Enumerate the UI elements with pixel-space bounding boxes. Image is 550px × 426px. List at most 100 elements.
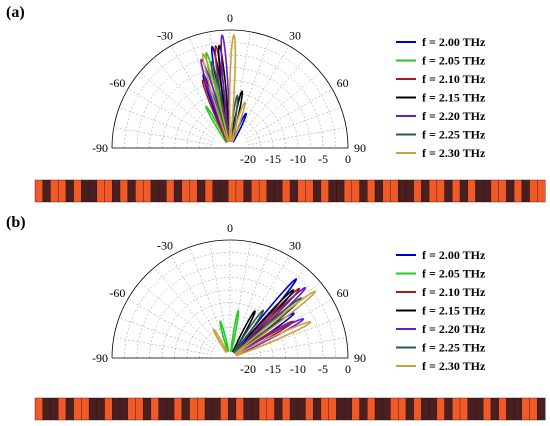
- stripe-cell: [320, 179, 330, 203]
- stripe-cell: [96, 397, 106, 421]
- stripe-cell: [50, 397, 59, 421]
- legend-entry: f = 2.15 THz: [422, 304, 486, 318]
- angular-tick-label: -30: [157, 238, 173, 252]
- pattern-lobe-2-20: [220, 34, 231, 142]
- grid-spoke: [170, 45, 222, 133]
- grid-spoke: [113, 127, 213, 146]
- legend-entry: f = 2.30 THz: [422, 359, 486, 373]
- angular-tick-label: -30: [157, 28, 173, 42]
- stripe-cell: [336, 397, 345, 421]
- legend-entry: f = 2.10 THz: [422, 72, 486, 86]
- stripe-cell: [266, 397, 276, 421]
- stripe-cell: [166, 397, 175, 421]
- stripe-cell: [88, 397, 98, 421]
- stripe-cell: [529, 179, 538, 203]
- radial-tick-label: -5: [318, 152, 328, 166]
- stripe-cell: [336, 179, 345, 203]
- stripe-cell: [382, 397, 391, 421]
- stripe-cell: [390, 179, 399, 203]
- radial-tick-label: 0: [345, 362, 351, 376]
- radial-tick-label: -15: [265, 362, 281, 376]
- grid-ring: [136, 264, 324, 359]
- angular-tick-label: 0: [227, 11, 233, 25]
- grid-spoke: [139, 281, 217, 347]
- grid-spoke: [238, 45, 290, 133]
- grid-spoke: [246, 107, 341, 143]
- stripe-cell: [328, 397, 337, 421]
- stripe-cell: [204, 179, 214, 203]
- stripe-cell: [436, 397, 446, 421]
- stripe-cell: [537, 179, 546, 203]
- stripe-cell: [150, 397, 160, 421]
- stripe-cell: [312, 179, 322, 203]
- stripe-cell: [197, 179, 206, 203]
- stripe-cell: [305, 179, 314, 203]
- legend-entry: f = 2.00 THz: [422, 35, 486, 49]
- stripe-cell: [282, 397, 291, 421]
- angular-tick-label: -90: [92, 351, 108, 365]
- stripe-cell: [390, 397, 399, 421]
- angular-tick-label: 0: [227, 221, 233, 235]
- pattern-lobe-2-15: [217, 44, 231, 142]
- radial-tick-label: -10: [290, 362, 306, 376]
- stripe-cell: [135, 179, 144, 203]
- stripe-cell: [88, 179, 98, 203]
- grid-spoke: [189, 247, 225, 342]
- stripe-cell: [467, 397, 476, 421]
- stripe-cell: [42, 179, 51, 203]
- polar-grid: [111, 239, 349, 359]
- angular-tick-label: -90: [92, 141, 108, 155]
- grid-ring: [174, 92, 286, 149]
- stripe-cell: [289, 179, 299, 203]
- stripe-cell: [220, 179, 229, 203]
- angular-tick-label: -60: [109, 76, 125, 90]
- stripe-cell: [498, 397, 507, 421]
- grid-spoke: [247, 337, 347, 356]
- grid-spoke: [153, 267, 219, 345]
- stripe-cell: [452, 397, 461, 421]
- stripe-cell: [173, 179, 183, 203]
- legend-entry: f = 2.00 THz: [422, 248, 486, 262]
- stripe-cell: [142, 397, 152, 421]
- legend-entry: f = 2.20 THz: [422, 322, 486, 336]
- stripe-cell: [428, 397, 438, 421]
- stripe-cell: [135, 397, 144, 421]
- stripe-cell: [220, 397, 229, 421]
- stripe-cell: [34, 397, 44, 421]
- stripe-cell: [475, 179, 484, 203]
- grid-spoke: [153, 57, 219, 135]
- pattern-lobe-2-05: [230, 309, 240, 352]
- stripe-cell: [235, 179, 245, 203]
- stripe-cell: [359, 397, 368, 421]
- stripe-cell: [413, 179, 422, 203]
- stripe-cell: [104, 179, 113, 203]
- stripe-cell: [320, 397, 330, 421]
- grid-ring: [111, 29, 349, 149]
- stripe-cell: [81, 397, 90, 421]
- stripe-cell: [444, 397, 453, 421]
- pattern-lobe-2-30: [235, 321, 312, 357]
- stripe-cell: [112, 179, 121, 203]
- grid-ring: [149, 67, 311, 149]
- stripe-cell: [243, 397, 252, 421]
- stripe-cell: [421, 397, 430, 421]
- stripe-cell: [397, 397, 407, 421]
- stripe-cell: [490, 397, 500, 421]
- angular-tick-label: 90: [354, 351, 366, 365]
- stripe-cell: [73, 397, 82, 421]
- stripe-cell: [506, 397, 515, 421]
- legend-entry: f = 2.30 THz: [422, 146, 486, 160]
- grid-ring: [136, 54, 324, 149]
- pattern-lobe-2-25: [232, 309, 265, 354]
- angular-tick-label: 30: [289, 238, 301, 252]
- grid-spoke: [209, 241, 228, 341]
- pattern-curves: [212, 278, 317, 357]
- stripe-cell: [305, 397, 314, 421]
- stripe-cell: [459, 179, 469, 203]
- stripe-cell: [428, 179, 438, 203]
- stripe-cell: [529, 397, 538, 421]
- stripe-cell: [50, 179, 59, 203]
- stripe-cell: [57, 397, 67, 421]
- stripe-cell: [189, 397, 198, 421]
- angular-tick-label: 60: [337, 286, 349, 300]
